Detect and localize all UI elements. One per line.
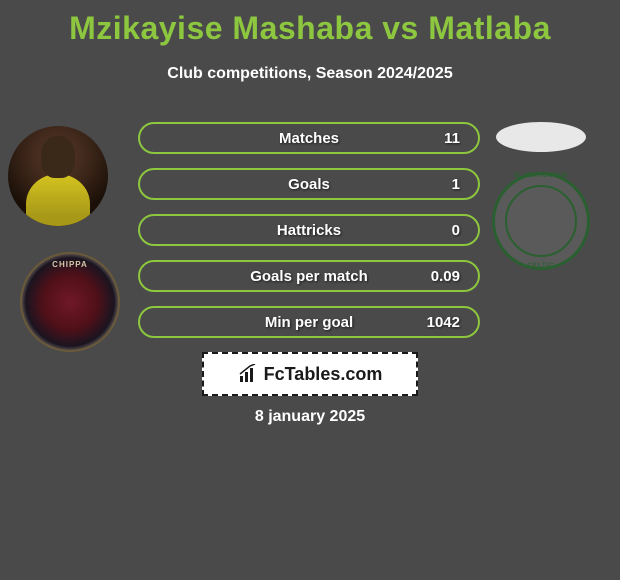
stat-label: Matches xyxy=(279,130,339,147)
date-label: 8 january 2025 xyxy=(0,408,620,426)
stat-value: 1 xyxy=(452,176,460,193)
stat-label: Goals xyxy=(288,176,330,193)
chart-icon xyxy=(238,364,258,384)
club-left-label: CHIPPA xyxy=(52,260,88,269)
club-right-text-bottom: CELTIC xyxy=(527,263,554,269)
stat-label: Min per goal xyxy=(265,314,353,331)
stat-row-goals: Goals 1 xyxy=(138,168,480,200)
stat-row-min-per-goal: Min per goal 1042 xyxy=(138,306,480,338)
club-badge-left: CHIPPA xyxy=(20,252,120,352)
club-right-text-top: BLOEMFONTEIN xyxy=(514,173,568,179)
stat-value: 11 xyxy=(444,130,460,147)
stat-value: 0 xyxy=(452,222,460,239)
club-right-inner-ring: BLOEMFONTEIN CELTIC xyxy=(505,185,577,257)
stat-value: 1042 xyxy=(427,314,460,331)
stat-value: 0.09 xyxy=(431,268,460,285)
branding-box[interactable]: FcTables.com xyxy=(202,352,418,396)
player-avatar-right xyxy=(496,122,586,152)
player-photo-left xyxy=(8,126,108,226)
stats-panel: Matches 11 Goals 1 Hattricks 0 Goals per… xyxy=(138,122,480,352)
branding-text: FcTables.com xyxy=(264,364,383,385)
page-title: Mzikayise Mashaba vs Matlaba xyxy=(0,0,620,47)
stat-row-matches: Matches 11 xyxy=(138,122,480,154)
stat-row-goals-per-match: Goals per match 0.09 xyxy=(138,260,480,292)
stat-label: Hattricks xyxy=(277,222,341,239)
stat-label: Goals per match xyxy=(250,268,368,285)
club-badge-right: BLOEMFONTEIN CELTIC xyxy=(492,172,590,270)
season-subtitle: Club competitions, Season 2024/2025 xyxy=(0,65,620,83)
stat-row-hattricks: Hattricks 0 xyxy=(138,214,480,246)
